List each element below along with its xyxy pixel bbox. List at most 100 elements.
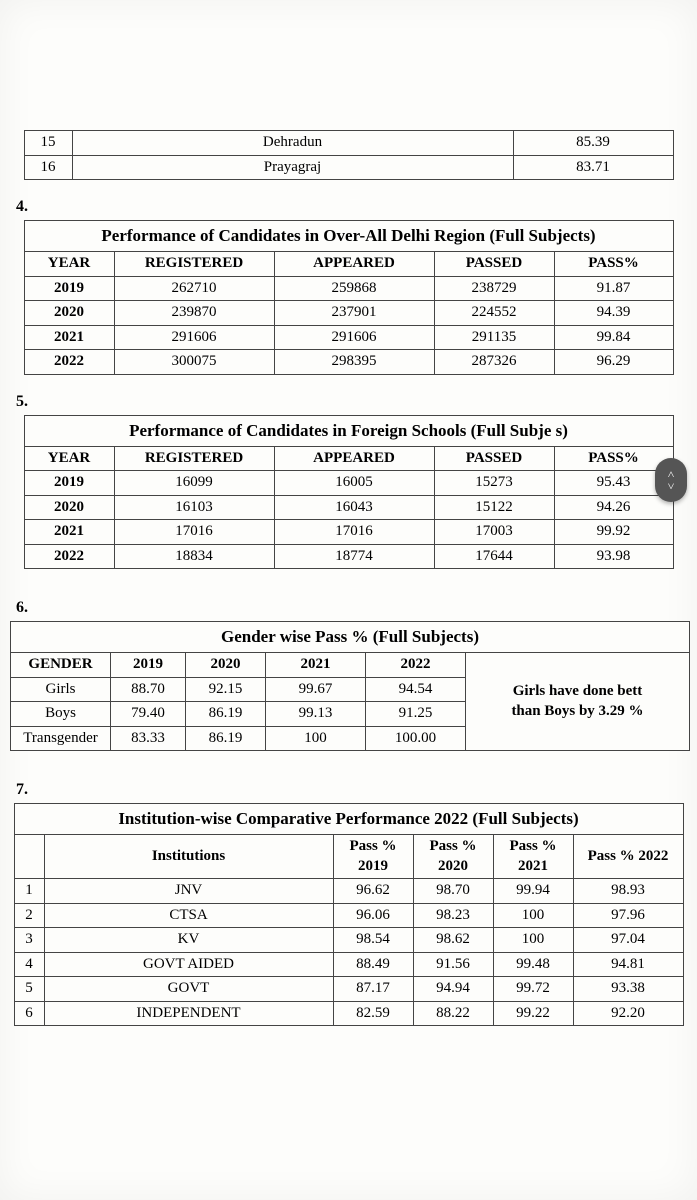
cell: JNV xyxy=(44,879,333,904)
table-row: 2019 262710 259868 238729 91.87 xyxy=(24,276,673,301)
cell: 98.93 xyxy=(573,879,683,904)
section-number: 4. xyxy=(16,198,687,216)
table-header-row: GENDER 2019 2020 2021 2022 Girls have do… xyxy=(11,653,690,678)
cell: 17016 xyxy=(114,520,274,545)
cell: 16043 xyxy=(274,495,434,520)
cell: 238729 xyxy=(434,276,554,301)
section-number: 6. xyxy=(16,599,687,617)
col-header: PASSED xyxy=(434,446,554,471)
table-row: 2 CTSA 96.06 98.23 100 97.96 xyxy=(14,903,683,928)
table-row: 2021 291606 291606 291135 99.84 xyxy=(24,325,673,350)
col-header: PASS% xyxy=(554,252,673,277)
cell: 100.00 xyxy=(366,726,466,751)
cell: 287326 xyxy=(434,350,554,375)
cell: 18834 xyxy=(114,544,274,569)
cell: 99.72 xyxy=(493,977,573,1002)
cell: 298395 xyxy=(274,350,434,375)
col-header: Institutions xyxy=(44,835,333,879)
cell: 97.04 xyxy=(573,928,683,953)
cell: 15122 xyxy=(434,495,554,520)
cell: 98.23 xyxy=(413,903,493,928)
cell: 87.17 xyxy=(333,977,413,1002)
table-row: 2020 239870 237901 224552 94.39 xyxy=(24,301,673,326)
cell-val: 85.39 xyxy=(513,131,673,156)
cell: 2021 xyxy=(24,325,114,350)
table-row: 3 KV 98.54 98.62 100 97.04 xyxy=(14,928,683,953)
cell: 99.84 xyxy=(554,325,673,350)
cell: 262710 xyxy=(114,276,274,301)
col-header: Pass % 2021 xyxy=(493,835,573,879)
cell: 91.87 xyxy=(554,276,673,301)
col-header: Pass % 2019 xyxy=(333,835,413,879)
cell: 88.49 xyxy=(333,952,413,977)
col-header: APPEARED xyxy=(274,446,434,471)
cell: 16103 xyxy=(114,495,274,520)
cell: 2 xyxy=(14,903,44,928)
cell: GOVT AIDED xyxy=(44,952,333,977)
col-header: Pass % 2020 xyxy=(413,835,493,879)
col-header xyxy=(14,835,44,879)
cell: 79.40 xyxy=(111,702,186,727)
fragment-table: 15 Dehradun 85.39 16 Prayagraj 83.71 xyxy=(24,130,674,180)
cell: 94.94 xyxy=(413,977,493,1002)
gender-table: Gender wise Pass % (Full Subjects) GENDE… xyxy=(10,621,690,751)
col-header: GENDER xyxy=(11,653,111,678)
cell: 2019 xyxy=(24,276,114,301)
col-header: YEAR xyxy=(24,252,114,277)
col-header: REGISTERED xyxy=(114,252,274,277)
col-header: REGISTERED xyxy=(114,446,274,471)
cell: 97.96 xyxy=(573,903,683,928)
scroll-indicator[interactable]: ˄ ˅ xyxy=(655,458,687,502)
cell: CTSA xyxy=(44,903,333,928)
cell: 98.70 xyxy=(413,879,493,904)
cell: 99.67 xyxy=(266,677,366,702)
delhi-region-table: Performance of Candidates in Over-All De… xyxy=(24,220,674,375)
cell: 96.06 xyxy=(333,903,413,928)
cell-val: 83.71 xyxy=(513,155,673,180)
cell: 6 xyxy=(14,1001,44,1026)
cell: 86.19 xyxy=(186,726,266,751)
table-title: Gender wise Pass % (Full Subjects) xyxy=(11,622,690,653)
table-header-row: YEAR REGISTERED APPEARED PASSED PASS% xyxy=(24,252,673,277)
cell: 91.25 xyxy=(366,702,466,727)
cell: 300075 xyxy=(114,350,274,375)
col-header: Pass % 2022 xyxy=(573,835,683,879)
cell: 99.94 xyxy=(493,879,573,904)
table-row: 1 JNV 96.62 98.70 99.94 98.93 xyxy=(14,879,683,904)
table-header-row: YEAR REGISTERED APPEARED PASSED PASS% xyxy=(24,446,673,471)
table-row: 2022 300075 298395 287326 96.29 xyxy=(24,350,673,375)
cell: 18774 xyxy=(274,544,434,569)
table-row: 5 GOVT 87.17 94.94 99.72 93.38 xyxy=(14,977,683,1002)
cell: 82.59 xyxy=(333,1001,413,1026)
cell: 88.22 xyxy=(413,1001,493,1026)
cell: 99.22 xyxy=(493,1001,573,1026)
cell: 16099 xyxy=(114,471,274,496)
table-header-row: Institutions Pass % 2019 Pass % 2020 Pas… xyxy=(14,835,683,879)
cell: 17003 xyxy=(434,520,554,545)
cell: 2021 xyxy=(24,520,114,545)
note-line: than Boys by 3.29 % xyxy=(511,703,643,719)
cell: 4 xyxy=(14,952,44,977)
cell: Transgender xyxy=(11,726,111,751)
gender-note: Girls have done bett than Boys by 3.29 % xyxy=(466,653,690,751)
chevron-down-icon: ˅ xyxy=(668,480,675,492)
cell: 94.54 xyxy=(366,677,466,702)
cell: 92.20 xyxy=(573,1001,683,1026)
cell: 291606 xyxy=(274,325,434,350)
section-number: 5. xyxy=(16,393,687,411)
cell: INDEPENDENT xyxy=(44,1001,333,1026)
cell: 1 xyxy=(14,879,44,904)
cell: 100 xyxy=(266,726,366,751)
table-row: 16 Prayagraj 83.71 xyxy=(24,155,673,180)
table-row: 2021 17016 17016 17003 99.92 xyxy=(24,520,673,545)
cell: 239870 xyxy=(114,301,274,326)
cell: 3 xyxy=(14,928,44,953)
table-title: Performance of Candidates in Foreign Sch… xyxy=(24,415,673,446)
cell: 5 xyxy=(14,977,44,1002)
cell-city: Prayagraj xyxy=(72,155,513,180)
table-row: 2020 16103 16043 15122 94.26 xyxy=(24,495,673,520)
table-title: Performance of Candidates in Over-All De… xyxy=(24,221,673,252)
cell: 291135 xyxy=(434,325,554,350)
cell: 2022 xyxy=(24,544,114,569)
col-header: PASSED xyxy=(434,252,554,277)
